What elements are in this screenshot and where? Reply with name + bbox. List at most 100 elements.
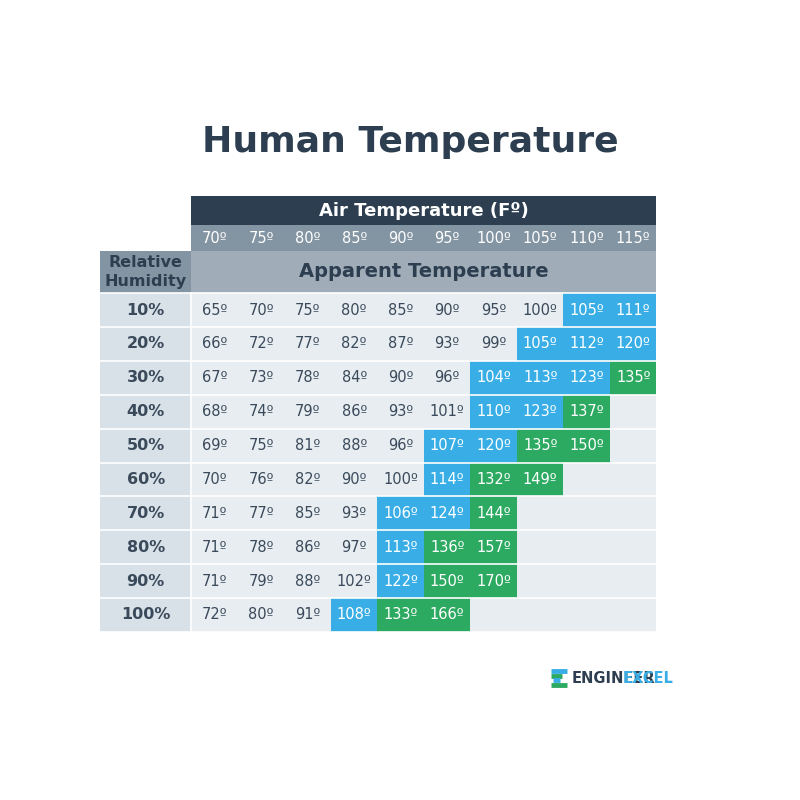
FancyBboxPatch shape [100, 598, 191, 632]
FancyBboxPatch shape [470, 564, 517, 598]
Text: 104º: 104º [476, 370, 511, 386]
Text: 73º: 73º [249, 370, 274, 386]
Text: 170º: 170º [476, 574, 511, 589]
Text: 108º: 108º [337, 607, 371, 622]
FancyBboxPatch shape [563, 361, 610, 394]
Text: 75º: 75º [249, 438, 274, 453]
FancyBboxPatch shape [238, 327, 285, 361]
FancyBboxPatch shape [285, 462, 331, 496]
FancyBboxPatch shape [424, 394, 470, 429]
Text: 71º: 71º [202, 506, 227, 521]
Text: 71º: 71º [202, 574, 227, 589]
FancyBboxPatch shape [517, 462, 563, 496]
Text: 78º: 78º [295, 370, 321, 386]
FancyBboxPatch shape [331, 429, 378, 462]
FancyBboxPatch shape [238, 462, 285, 496]
FancyBboxPatch shape [424, 530, 470, 564]
Text: 90º: 90º [342, 472, 367, 487]
Text: 86º: 86º [295, 540, 320, 554]
Text: 80º: 80º [249, 607, 274, 622]
Text: 65º: 65º [202, 302, 227, 318]
FancyBboxPatch shape [517, 327, 563, 361]
Text: 74º: 74º [249, 404, 274, 419]
Text: 60%: 60% [126, 472, 165, 487]
Text: Human Temperature: Human Temperature [202, 125, 618, 159]
Text: 80º: 80º [342, 302, 367, 318]
FancyBboxPatch shape [100, 361, 191, 394]
FancyBboxPatch shape [191, 226, 657, 250]
Text: 132º: 132º [476, 472, 511, 487]
FancyBboxPatch shape [470, 429, 517, 462]
FancyBboxPatch shape [470, 293, 517, 327]
Text: 90%: 90% [126, 574, 165, 589]
Text: 70º: 70º [202, 472, 227, 487]
FancyBboxPatch shape [378, 530, 424, 564]
Text: 112º: 112º [570, 337, 604, 351]
FancyBboxPatch shape [191, 429, 238, 462]
Text: 100º: 100º [476, 230, 511, 246]
Text: 166º: 166º [430, 607, 465, 622]
FancyBboxPatch shape [610, 361, 657, 394]
FancyBboxPatch shape [378, 429, 424, 462]
FancyBboxPatch shape [470, 361, 517, 394]
Text: 120º: 120º [476, 438, 511, 453]
FancyBboxPatch shape [238, 293, 285, 327]
FancyBboxPatch shape [100, 530, 191, 564]
FancyBboxPatch shape [191, 564, 238, 598]
Text: 20%: 20% [126, 337, 165, 351]
Text: 144º: 144º [476, 506, 511, 521]
FancyBboxPatch shape [285, 361, 331, 394]
Text: 81º: 81º [295, 438, 320, 453]
Text: 71º: 71º [202, 540, 227, 554]
FancyBboxPatch shape [238, 496, 285, 530]
FancyBboxPatch shape [331, 496, 378, 530]
Text: 110º: 110º [476, 404, 511, 419]
FancyBboxPatch shape [191, 394, 238, 429]
FancyBboxPatch shape [424, 496, 470, 530]
FancyBboxPatch shape [378, 598, 424, 632]
FancyBboxPatch shape [331, 361, 378, 394]
FancyBboxPatch shape [285, 394, 331, 429]
Text: 113º: 113º [523, 370, 558, 386]
FancyBboxPatch shape [191, 530, 238, 564]
FancyBboxPatch shape [563, 429, 610, 462]
Text: 99º: 99º [481, 337, 506, 351]
FancyBboxPatch shape [378, 462, 424, 496]
FancyBboxPatch shape [100, 564, 191, 598]
Text: 150º: 150º [430, 574, 465, 589]
Text: 123º: 123º [570, 370, 604, 386]
FancyBboxPatch shape [331, 462, 378, 496]
FancyBboxPatch shape [191, 250, 657, 293]
Text: 88º: 88º [342, 438, 367, 453]
Text: 76º: 76º [249, 472, 274, 487]
Text: 50%: 50% [126, 438, 165, 453]
Text: 105º: 105º [523, 337, 558, 351]
Text: 95º: 95º [481, 302, 506, 318]
Text: 85º: 85º [388, 302, 414, 318]
Text: 10%: 10% [126, 302, 165, 318]
FancyBboxPatch shape [100, 250, 191, 293]
Text: 100º: 100º [383, 472, 418, 487]
FancyBboxPatch shape [100, 394, 191, 429]
Text: 90º: 90º [388, 230, 414, 246]
Text: 150º: 150º [570, 438, 604, 453]
Text: 120º: 120º [616, 337, 650, 351]
FancyBboxPatch shape [238, 564, 285, 598]
Text: 135º: 135º [523, 438, 558, 453]
FancyBboxPatch shape [610, 293, 657, 327]
FancyBboxPatch shape [191, 496, 238, 530]
Text: Air Temperature (Fº): Air Temperature (Fº) [319, 202, 529, 220]
FancyBboxPatch shape [610, 327, 657, 361]
FancyBboxPatch shape [100, 293, 191, 327]
FancyBboxPatch shape [378, 327, 424, 361]
FancyBboxPatch shape [285, 564, 331, 598]
FancyBboxPatch shape [100, 327, 191, 361]
FancyBboxPatch shape [100, 293, 657, 632]
FancyBboxPatch shape [285, 496, 331, 530]
Text: 91º: 91º [295, 607, 320, 622]
FancyBboxPatch shape [238, 530, 285, 564]
FancyBboxPatch shape [331, 394, 378, 429]
Text: 137º: 137º [570, 404, 604, 419]
Text: 105º: 105º [570, 302, 604, 318]
FancyBboxPatch shape [238, 394, 285, 429]
